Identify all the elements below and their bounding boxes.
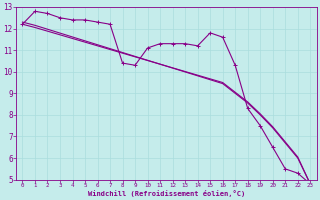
X-axis label: Windchill (Refroidissement éolien,°C): Windchill (Refroidissement éolien,°C): [88, 190, 245, 197]
